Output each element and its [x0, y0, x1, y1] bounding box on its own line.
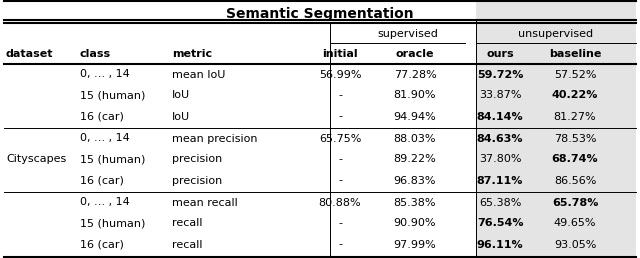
Text: 81.90%: 81.90% [394, 91, 436, 101]
Text: 68.74%: 68.74% [552, 155, 598, 165]
Text: 65.75%: 65.75% [319, 133, 361, 143]
Text: 96.83%: 96.83% [394, 175, 436, 186]
Text: mean precision: mean precision [172, 133, 257, 143]
Text: 84.14%: 84.14% [477, 111, 524, 122]
Text: 16 (car): 16 (car) [80, 175, 124, 186]
Text: 49.65%: 49.65% [554, 219, 596, 229]
Text: -: - [338, 219, 342, 229]
Bar [476, 0, 636, 258]
Text: 57.52%: 57.52% [554, 69, 596, 79]
Text: 84.63%: 84.63% [477, 133, 524, 143]
Text: 96.11%: 96.11% [477, 239, 524, 249]
Text: 15 (human): 15 (human) [80, 155, 145, 165]
Text: 93.05%: 93.05% [554, 239, 596, 249]
Text: metric: metric [172, 49, 212, 59]
Text: 86.56%: 86.56% [554, 175, 596, 186]
Text: 0, … , 14: 0, … , 14 [80, 133, 130, 143]
Text: recall: recall [172, 219, 202, 229]
Text: 90.90%: 90.90% [394, 219, 436, 229]
Text: 40.22%: 40.22% [552, 91, 598, 101]
Text: -: - [338, 91, 342, 101]
Text: 16 (car): 16 (car) [80, 239, 124, 249]
Text: 15 (human): 15 (human) [80, 91, 145, 101]
Text: 33.87%: 33.87% [479, 91, 521, 101]
Text: oracle: oracle [396, 49, 435, 59]
Text: 0, … , 14: 0, … , 14 [80, 198, 130, 207]
Text: 89.22%: 89.22% [394, 155, 436, 165]
Text: -: - [338, 239, 342, 249]
Text: IoU: IoU [172, 111, 190, 122]
Text: 65.38%: 65.38% [479, 198, 521, 207]
Text: supervised: supervised [377, 29, 438, 39]
Text: 97.99%: 97.99% [394, 239, 436, 249]
Text: 0, … , 14: 0, … , 14 [80, 69, 130, 79]
Text: Semantic Segmentation: Semantic Segmentation [226, 7, 414, 21]
Text: 15 (human): 15 (human) [80, 219, 145, 229]
Text: dataset: dataset [6, 49, 54, 59]
Text: 80.88%: 80.88% [319, 198, 362, 207]
Text: 59.72%: 59.72% [477, 69, 523, 79]
Text: recall: recall [172, 239, 202, 249]
Text: 56.99%: 56.99% [319, 69, 361, 79]
Text: 88.03%: 88.03% [394, 133, 436, 143]
Text: Cityscapes: Cityscapes [6, 155, 67, 165]
Text: 85.38%: 85.38% [394, 198, 436, 207]
Text: initial: initial [322, 49, 358, 59]
Text: -: - [338, 111, 342, 122]
Text: class: class [80, 49, 111, 59]
Text: precision: precision [172, 155, 222, 165]
Text: precision: precision [172, 175, 222, 186]
Text: 87.11%: 87.11% [477, 175, 523, 186]
Text: 16 (car): 16 (car) [80, 111, 124, 122]
Text: mean recall: mean recall [172, 198, 237, 207]
Text: 94.94%: 94.94% [394, 111, 436, 122]
Text: 78.53%: 78.53% [554, 133, 596, 143]
Text: baseline: baseline [549, 49, 601, 59]
Text: 81.27%: 81.27% [554, 111, 596, 122]
Text: -: - [338, 175, 342, 186]
Text: mean IoU: mean IoU [172, 69, 225, 79]
Text: unsupervised: unsupervised [518, 29, 593, 39]
Text: 77.28%: 77.28% [394, 69, 436, 79]
Text: ours: ours [486, 49, 514, 59]
Text: -: - [338, 155, 342, 165]
Text: 37.80%: 37.80% [479, 155, 521, 165]
Text: 76.54%: 76.54% [477, 219, 524, 229]
Text: IoU: IoU [172, 91, 190, 101]
Text: 65.78%: 65.78% [552, 198, 598, 207]
